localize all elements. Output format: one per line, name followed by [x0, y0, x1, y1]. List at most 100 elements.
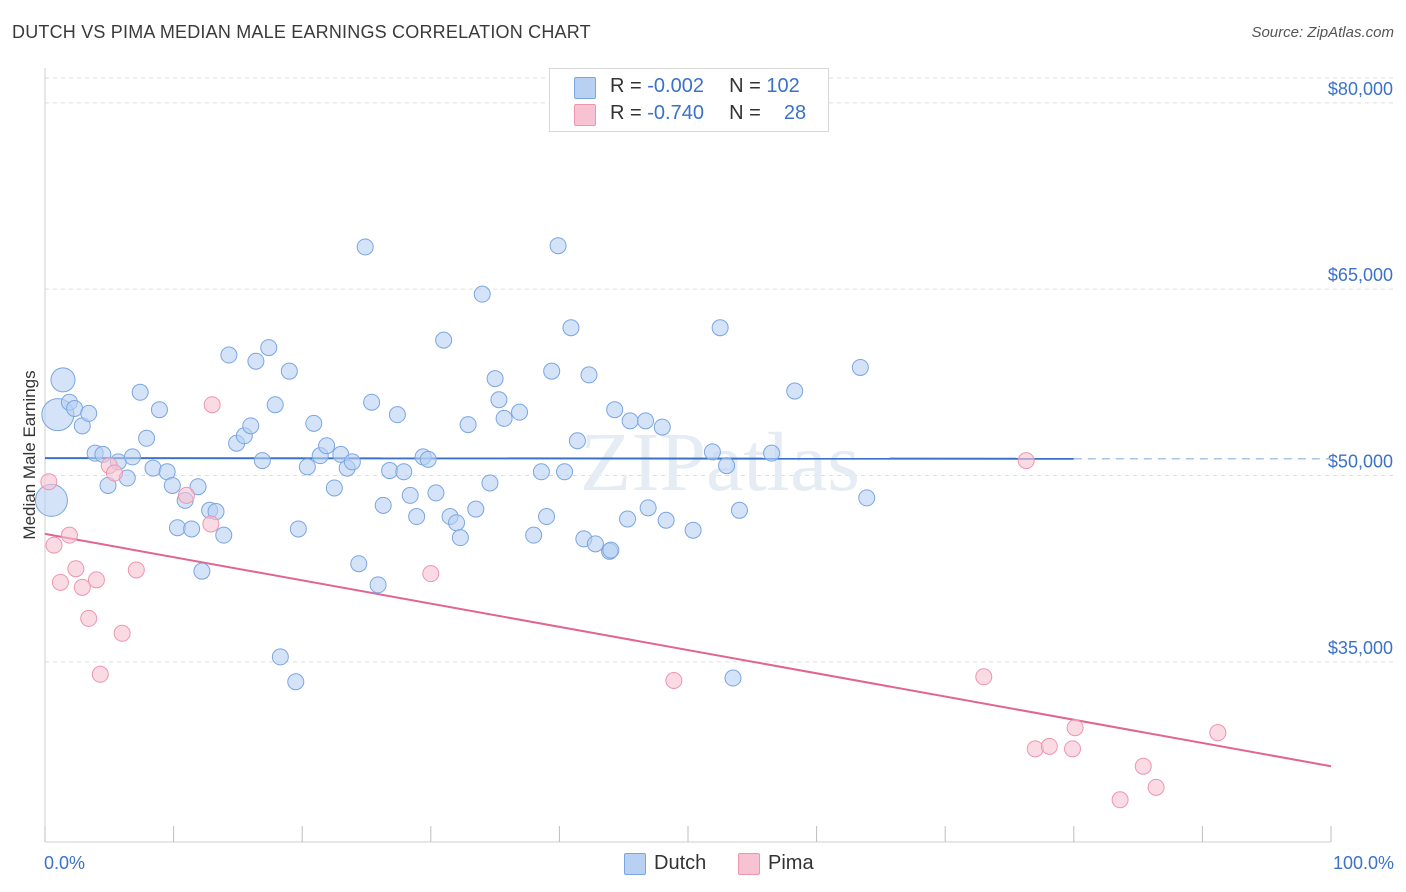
dutch-point	[619, 510, 637, 528]
dutch-point	[305, 414, 323, 432]
legend-pima-n-label: N =	[729, 102, 761, 124]
y-tick-label: $80,000	[1328, 79, 1393, 99]
source-label: Source: ZipAtlas.com	[1251, 24, 1394, 41]
dutch-swatch	[574, 77, 596, 99]
dutch-point	[786, 382, 804, 400]
dutch-point	[374, 496, 392, 514]
pima-point	[1147, 778, 1165, 796]
dutch-point	[260, 339, 278, 357]
legend-dutch-n-label: N =	[729, 75, 761, 97]
dutch-point	[343, 453, 361, 471]
dutch-point	[637, 412, 655, 430]
dutch-point	[511, 403, 529, 421]
dutch-point	[556, 463, 574, 481]
pima-point	[60, 526, 78, 544]
legend-pima-r-value: -0.740	[647, 102, 704, 124]
dutch-point	[602, 541, 620, 559]
bottom-pima-label: Pima	[768, 852, 814, 874]
bottom-pima-swatch	[738, 853, 760, 875]
dutch-point	[298, 458, 316, 476]
dutch-point	[525, 526, 543, 544]
legend-pima-r-label: R =	[610, 102, 642, 124]
bottom-dutch-label: Dutch	[654, 852, 707, 874]
pima-point	[422, 565, 440, 583]
dutch-point	[193, 562, 211, 580]
dutch-point	[467, 500, 485, 518]
dutch-point	[350, 555, 368, 573]
pima-point	[203, 396, 221, 414]
dutch-point	[325, 479, 343, 497]
dutch-point	[586, 535, 604, 553]
dutch-point	[80, 404, 98, 422]
dutch-point	[606, 401, 624, 419]
pima-point	[91, 665, 109, 683]
legend-dutch-r-label: R =	[610, 75, 642, 97]
legend-dutch-n-value: 102	[766, 75, 800, 97]
dutch-point	[369, 576, 387, 594]
dutch-point	[395, 463, 413, 481]
dutch-point	[639, 499, 657, 517]
pima-swatch	[574, 104, 596, 126]
dutch-point	[473, 285, 491, 303]
dutch-point	[401, 486, 419, 504]
dutch-point	[451, 529, 469, 547]
pima-point	[113, 624, 131, 642]
dutch-point	[858, 489, 876, 507]
dutch-point	[481, 474, 499, 492]
pima-point	[1064, 740, 1082, 758]
dutch-point	[763, 444, 781, 462]
dutch-point	[724, 669, 742, 687]
correlation-legend: R = -0.002 N = 102 R = -0.740 N = 28	[549, 68, 829, 132]
dutch-point	[490, 391, 508, 409]
dutch-point	[711, 319, 729, 337]
dutch-point	[242, 417, 260, 435]
dutch-point	[247, 352, 265, 370]
dutch-point	[580, 366, 598, 384]
dutch-point	[280, 362, 298, 380]
dutch-point	[427, 484, 445, 502]
dutch-point	[138, 429, 156, 447]
chart-title: DUTCH VS PIMA MEDIAN MALE EARNINGS CORRE…	[12, 22, 591, 42]
dutch-point	[144, 459, 162, 477]
dutch-point	[851, 358, 869, 376]
dutch-point	[621, 412, 639, 430]
pima-point	[1026, 740, 1044, 758]
dutch-point	[388, 406, 406, 424]
dutch-point	[318, 437, 336, 455]
dutch-point	[495, 409, 513, 427]
dutch-point	[215, 526, 233, 544]
pima-point	[67, 560, 85, 578]
dutch-point	[408, 508, 426, 526]
dutch-point	[271, 648, 289, 666]
pima-point	[105, 464, 123, 482]
dutch-point	[183, 520, 201, 538]
pima-point	[1111, 791, 1129, 809]
pima-point	[1066, 719, 1084, 737]
dutch-point	[718, 457, 736, 475]
y-tick-label: $35,000	[1328, 638, 1393, 658]
dutch-point	[653, 418, 671, 436]
dutch-point	[657, 511, 675, 529]
dutch-point	[287, 673, 305, 691]
trend-lines	[44, 457, 1332, 768]
legend-pima-n-value: 28	[783, 102, 807, 124]
dutch-point	[538, 508, 556, 526]
pima-point	[45, 536, 63, 554]
pima-point	[87, 571, 105, 589]
dutch-point	[703, 443, 721, 461]
dutch-point	[549, 237, 567, 255]
pima-point	[1209, 724, 1227, 742]
dutch-point	[253, 452, 271, 470]
legend-dutch-r-value: -0.002	[647, 75, 704, 97]
pima-trend-line	[44, 532, 1332, 768]
dutch-point	[266, 396, 284, 414]
dutch-point	[459, 416, 477, 434]
dutch-point	[220, 346, 238, 364]
x-tick-label: 100.0%	[1333, 853, 1394, 873]
legend-pima-text: R = -0.740 N = 28	[610, 102, 806, 125]
pima-point	[1040, 737, 1058, 755]
y-axis-label: Median Male Earnings	[20, 370, 39, 540]
bottom-dutch-swatch	[624, 853, 646, 875]
pima-point	[665, 672, 683, 690]
